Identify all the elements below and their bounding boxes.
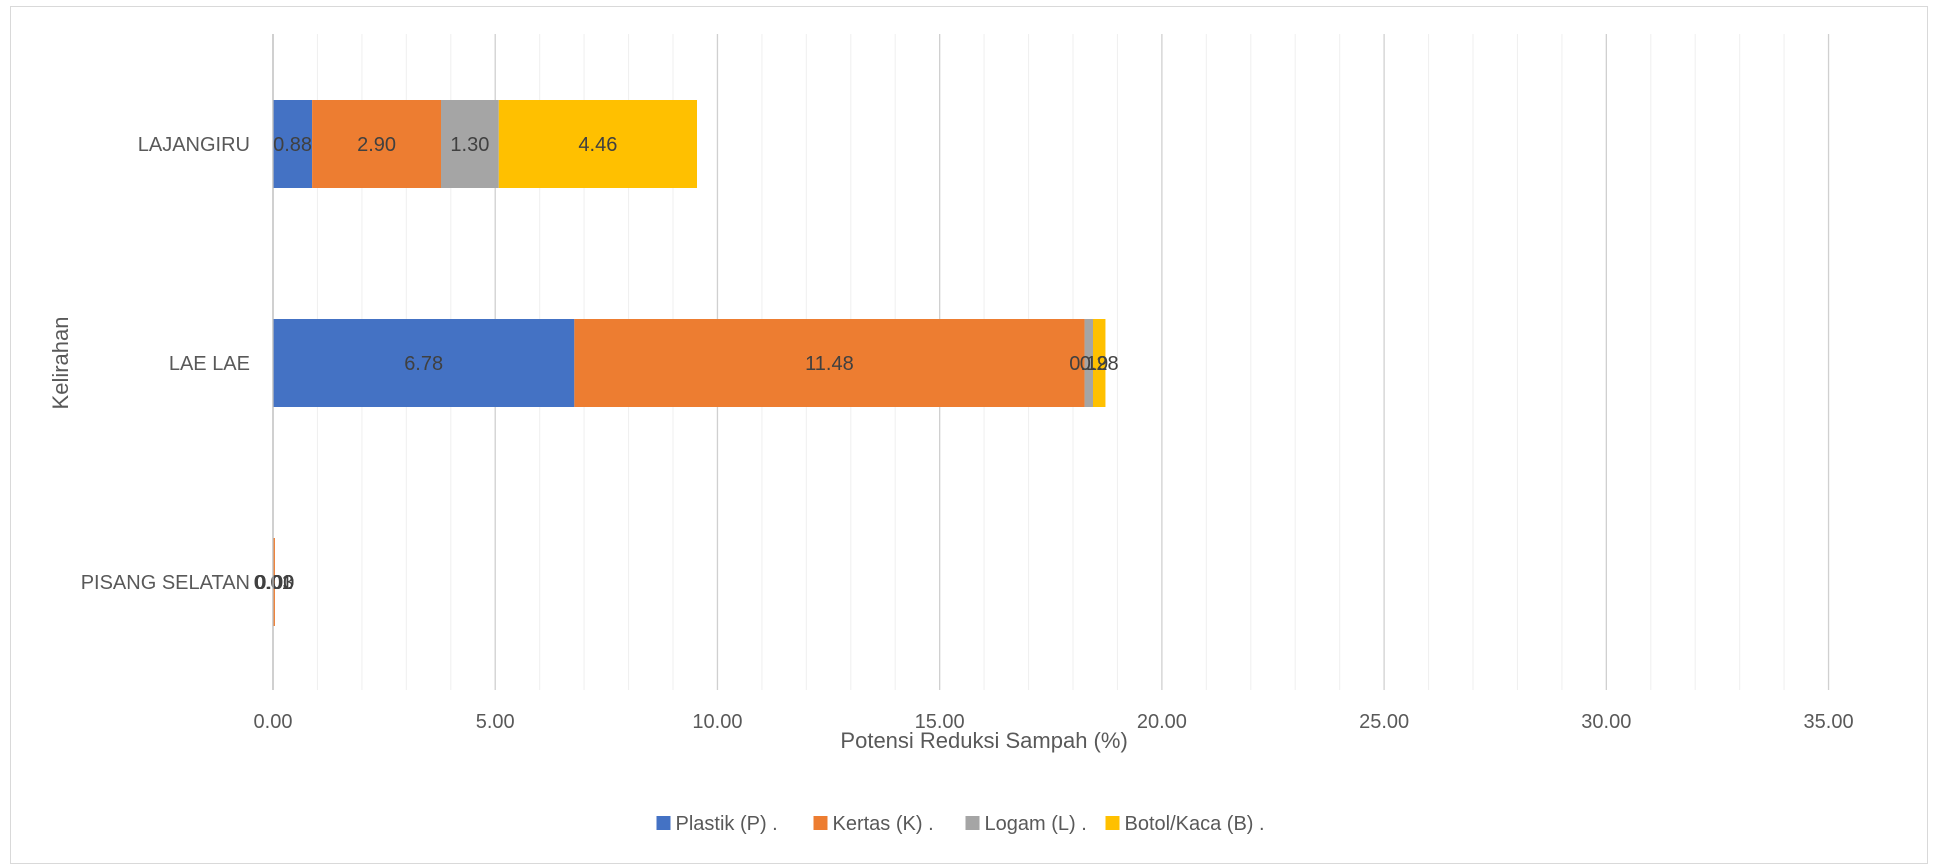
legend-label: Logam (L) . xyxy=(985,813,1087,835)
data-label: 2.90 xyxy=(357,134,396,156)
data-label: 11.48 xyxy=(805,353,854,375)
legend-label: Botol/Kaca (B) . xyxy=(1125,813,1265,835)
y-axis-title: Kelirahan xyxy=(48,317,73,410)
legend: Plastik (P) . Kertas (K) . Logam (L) . Boto… xyxy=(656,813,1265,835)
data-label: 0.28 xyxy=(1080,353,1119,375)
x-tick-label: 20.00 xyxy=(1137,711,1187,733)
bar-segment xyxy=(273,319,575,407)
x-tick-label: 15.00 xyxy=(915,711,965,733)
data-label: 4.46 xyxy=(578,134,617,156)
bar-segment xyxy=(312,100,441,188)
data-label: 0.00 xyxy=(255,572,294,594)
bar-segment xyxy=(574,319,1085,407)
bars xyxy=(273,100,1106,626)
data-label: 0.88 xyxy=(273,134,312,156)
x-tick-label: 30.00 xyxy=(1581,711,1631,733)
bar-segment xyxy=(1084,319,1093,407)
bar-segment xyxy=(498,100,697,188)
category-label: PISANG SELATAN xyxy=(81,572,250,594)
axes: 0.00 5.00 10.00 15.00 20.00 25.00 30.00 35.00 LA… xyxy=(48,34,1854,753)
category-label: LAE LAE xyxy=(169,353,250,375)
legend-swatch xyxy=(656,816,671,830)
x-tick-label: 0.00 xyxy=(254,711,293,733)
x-axis-title: Potensi Reduksi Sampah (%) xyxy=(840,728,1127,753)
data-label: 0.03 xyxy=(255,572,294,594)
data-label: 6.78 xyxy=(404,353,443,375)
data-label: 0.19 xyxy=(1069,353,1108,375)
x-tick-label: 25.00 xyxy=(1359,711,1409,733)
x-tick-label: 35.00 xyxy=(1804,711,1854,733)
x-tick-label: 5.00 xyxy=(476,711,515,733)
legend-swatch xyxy=(965,816,980,830)
legend-swatch xyxy=(1105,816,1120,830)
legend-label: Kertas (K) . xyxy=(833,813,934,835)
bar-segment xyxy=(441,100,499,188)
bar-segment xyxy=(1093,319,1106,407)
bar-segment xyxy=(273,538,275,626)
bar-segment xyxy=(273,100,313,188)
category-label: LAJANGIRU xyxy=(138,134,250,156)
data-label: 1.30 xyxy=(450,134,489,156)
data-label: 0.00 xyxy=(255,572,294,594)
legend-label: Plastik (P) . xyxy=(676,813,778,835)
legend-swatch xyxy=(813,816,828,830)
x-tick-label: 10.00 xyxy=(692,711,742,733)
